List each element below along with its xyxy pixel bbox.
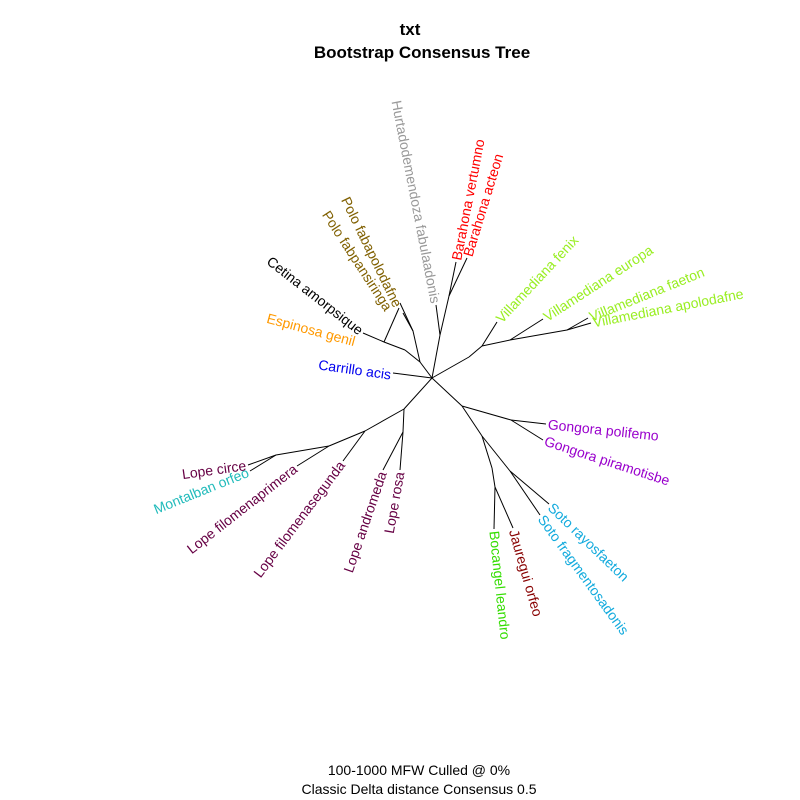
tree-branch bbox=[399, 431, 404, 471]
tree-branch bbox=[412, 330, 421, 363]
caption-line-2: Classic Delta distance Consensus 0.5 bbox=[301, 781, 536, 797]
tree-branch bbox=[404, 349, 421, 363]
tree-branch bbox=[362, 332, 385, 343]
tree-branch bbox=[566, 322, 592, 331]
tree-branch bbox=[383, 341, 406, 351]
tree-branch bbox=[509, 318, 544, 341]
tree-branch bbox=[296, 445, 330, 467]
tree-subtitle: Bootstrap Consensus Tree bbox=[314, 43, 530, 62]
leaf-label-hurtado-fabula: Hurtadodemendoza fabulaadonis bbox=[389, 99, 444, 305]
tree-branch bbox=[481, 339, 511, 347]
tree-branch bbox=[403, 377, 433, 410]
tree-branch bbox=[493, 486, 496, 530]
tree-branch bbox=[491, 467, 496, 488]
leaf-label-lope-filomenasegunda: Lope filomenasegunda bbox=[250, 458, 348, 581]
tree-branch bbox=[448, 257, 468, 297]
tree-title: txt bbox=[400, 20, 421, 39]
tree-branch bbox=[481, 435, 511, 472]
tree-branch bbox=[439, 295, 450, 336]
tree-branch bbox=[247, 454, 277, 466]
tree-branch bbox=[392, 372, 433, 379]
tree-branch bbox=[342, 430, 366, 462]
caption-line-1: 100-1000 MFW Culled @ 0% bbox=[328, 762, 510, 778]
tree-branch bbox=[509, 470, 550, 505]
tree-branch bbox=[481, 321, 498, 347]
tree-branch bbox=[435, 304, 441, 336]
tree-branch bbox=[481, 435, 493, 469]
tree-branch bbox=[494, 486, 514, 529]
tree-branch bbox=[461, 405, 483, 437]
leaf-label-jauregui-orfeo: Jauregui orfeo bbox=[506, 528, 546, 619]
tree-branch bbox=[364, 408, 405, 432]
tree-branch bbox=[402, 408, 405, 433]
tree-branch bbox=[468, 345, 483, 358]
tree-branch bbox=[402, 312, 414, 332]
tree-branch bbox=[448, 261, 457, 297]
tree-branch bbox=[382, 431, 404, 471]
tree-branch bbox=[328, 430, 366, 447]
tree-branch bbox=[383, 307, 400, 343]
leaf-label-carrillo-acis: Carrillo acis bbox=[318, 357, 393, 383]
leaf-labels: Barahona vertumno Barahona acteon Hurtad… bbox=[151, 99, 745, 640]
tree-branches bbox=[247, 257, 592, 530]
tree-branch bbox=[275, 445, 330, 456]
tree-branch bbox=[510, 419, 547, 425]
tree-branch bbox=[566, 317, 589, 331]
tree-branch bbox=[431, 334, 441, 379]
tree-branch bbox=[509, 470, 541, 516]
leaf-label-bocangel-leandro: Bocangel leandro bbox=[486, 530, 513, 640]
tree-branch bbox=[419, 361, 433, 379]
tree-branch bbox=[461, 405, 512, 421]
tree-branch bbox=[510, 419, 544, 441]
tree-branch bbox=[431, 377, 463, 407]
tree-branch bbox=[509, 329, 568, 341]
tree-branch bbox=[249, 454, 277, 472]
tree-branch bbox=[431, 356, 470, 379]
